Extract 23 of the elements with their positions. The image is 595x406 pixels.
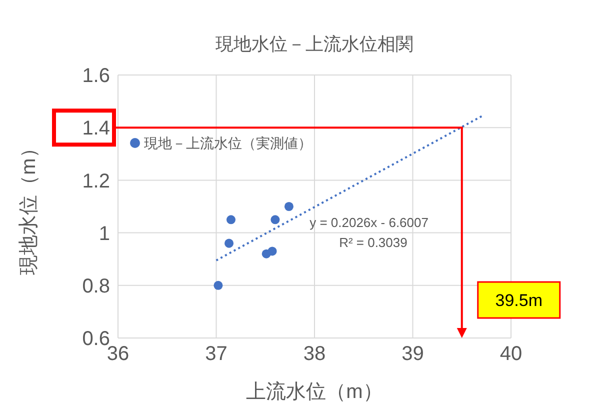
point [284,202,294,212]
x-tick-label: 38 [303,343,326,366]
point [214,280,223,290]
y-tick-label: 1.2 [82,170,110,192]
point [224,238,234,248]
annotation: R² = 0.3039 [339,234,408,250]
legend-label: 現地－上流水位（実測値） [144,135,312,151]
annotation: 39.5m [495,291,542,310]
x-tick-label: 40 [500,343,522,366]
y-axis-title: 現地水位（m） [18,138,40,275]
annotation: y = 0.2026x - 6.6007 [310,214,428,230]
point [270,215,280,224]
chart-title: 現地水位－上流水位相関 [216,34,414,54]
y-tick-label: 1 [98,222,110,245]
x-tick-label: 37 [205,343,228,366]
y-tick-label: 1.6 [82,65,110,88]
x-axis-title: 上流水位（m） [246,381,383,403]
point [226,215,236,224]
y-tick-label: 0.8 [82,276,110,298]
x-tick-label: 36 [106,343,130,366]
point [268,246,277,256]
y-tick-label: 1.4 [82,118,110,140]
x-tick-label: 39 [402,343,424,366]
